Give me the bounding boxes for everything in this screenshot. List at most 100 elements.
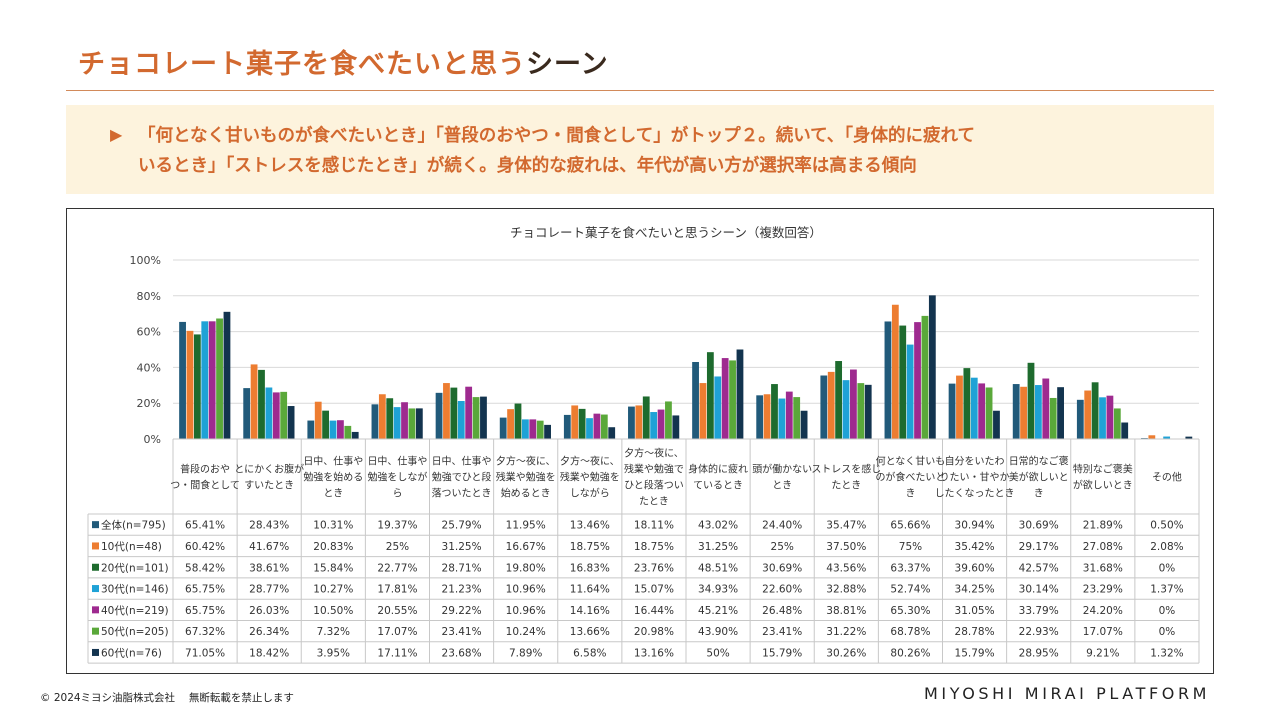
data-label: 26.03% (249, 605, 289, 617)
bar (1113, 408, 1121, 439)
data-label: 11.64% (570, 584, 610, 596)
category-label: 夕方～夜に、残業や勉強を始めるとき (496, 455, 556, 500)
data-label: 48.51% (698, 562, 738, 574)
bar (216, 318, 223, 439)
bar (1057, 387, 1064, 439)
data-label: 1.32% (1150, 647, 1183, 659)
bar (507, 409, 514, 439)
category-label-line: 残業や勉強で (624, 463, 684, 476)
title-divider (66, 90, 1214, 91)
bar (978, 383, 986, 439)
bar (435, 392, 443, 439)
bar (243, 388, 251, 439)
data-label: 0% (1159, 562, 1176, 574)
data-label: 13.66% (570, 626, 610, 638)
data-label: 20.98% (634, 626, 674, 638)
data-label: 22.93% (1019, 626, 1059, 638)
data-label: 0% (1159, 626, 1176, 638)
data-label: 11.95% (506, 520, 546, 532)
bar (1027, 362, 1035, 439)
data-label: 24.20% (1083, 605, 1123, 617)
bar (899, 325, 907, 439)
category-label-line: すいたとき (244, 480, 294, 492)
bar (472, 397, 480, 439)
category-label-line: 残業や勉強を (560, 471, 620, 484)
category-label: 何となく甘いものが食べたいとき (875, 455, 945, 500)
category-label: 日常的なご褒美が欲しいとき (1009, 455, 1069, 500)
bar (948, 383, 956, 439)
category-label: 日中、仕事や勉強をしながら (367, 455, 427, 500)
legend-label: 60代(n=76) (101, 647, 162, 659)
bar (536, 420, 544, 439)
bar (657, 409, 665, 439)
data-label: 75% (899, 541, 922, 553)
bar (706, 352, 714, 439)
legend-swatch (92, 606, 99, 614)
copyright-text: © 2024ミヨシ油脂株式会社 無断転載を禁止します (40, 692, 294, 704)
category-label: その他 (1152, 471, 1182, 484)
bar (665, 401, 672, 439)
y-tick-label: 0% (144, 433, 161, 446)
legend-label: 10代(n=48) (101, 541, 162, 553)
bar (800, 410, 808, 439)
category-label-line: 普段のおや (180, 463, 230, 476)
category-label-line: 頭が働かない (752, 463, 812, 476)
bar (1099, 397, 1106, 439)
bar (699, 383, 707, 439)
category-label-line: のが食べたいと (875, 471, 945, 484)
y-tick-label: 60% (137, 326, 161, 339)
data-label: 22.77% (377, 562, 417, 574)
data-label: 32.88% (826, 584, 866, 596)
data-label: 29.17% (1019, 541, 1059, 553)
data-label: 63.37% (890, 562, 930, 574)
category-label-line: 身体的に疲れ (688, 463, 748, 476)
bar (921, 315, 929, 439)
bar (1163, 436, 1171, 439)
data-label: 20.55% (377, 605, 417, 617)
legend-label: 30代(n=146) (101, 584, 169, 596)
data-label: 31.22% (826, 626, 866, 638)
bar (265, 387, 273, 439)
data-label: 18.11% (634, 520, 674, 532)
bar (386, 398, 394, 439)
legend-label: 全体(n=795) (101, 519, 166, 532)
category-label-line: が欲しいとき (1073, 479, 1133, 492)
bar (608, 427, 616, 439)
bar (721, 358, 729, 439)
category-label-line: 日常的なご褒 (1009, 455, 1069, 468)
bar (928, 295, 936, 439)
category-label-line: しながら (570, 487, 610, 500)
category-label-line: ひと段落つい (624, 479, 684, 492)
data-label: 24.40% (762, 520, 802, 532)
bar (628, 406, 635, 439)
data-label: 65.41% (185, 520, 225, 532)
category-label: ストレスを感じたとき (811, 463, 881, 492)
data-label: 7.89% (509, 647, 542, 659)
category-label-line: 夕方～夜に、 (560, 455, 620, 468)
legend-swatch (92, 627, 99, 635)
bar (371, 404, 379, 439)
category-label: 日中、仕事や勉強でひと段落ついたとき (432, 455, 492, 500)
category-label-line: 始めるとき (501, 487, 551, 500)
page-title: チョコレート菓子を食べたいと思うシーン (78, 42, 609, 81)
bar (756, 395, 764, 439)
data-label: 65.75% (185, 584, 225, 596)
bar (179, 321, 186, 439)
category-label-line: き (1034, 488, 1044, 500)
category-label-line: ら (392, 488, 402, 500)
data-label: 27.08% (1083, 541, 1123, 553)
data-label: 34.93% (698, 584, 738, 596)
category-label-line: したくなったとき (935, 488, 1015, 500)
data-label: 15.79% (762, 647, 802, 659)
data-label: 6.58% (573, 647, 606, 659)
data-label: 18.75% (570, 541, 610, 553)
data-label: 29.22% (442, 605, 482, 617)
data-label: 28.95% (1019, 647, 1059, 659)
bar (1020, 386, 1027, 439)
category-label-line: 自分をいたわ (945, 455, 1005, 468)
category-label: 自分をいたわりたい・甘やかしたくなったとき (935, 455, 1015, 500)
legend-swatch (92, 521, 99, 529)
data-label: 23.41% (762, 626, 802, 638)
page-title-accent: チョコレート菓子を食べたいと思う (78, 49, 526, 80)
category-label-line: 何となく甘いも (876, 455, 946, 468)
